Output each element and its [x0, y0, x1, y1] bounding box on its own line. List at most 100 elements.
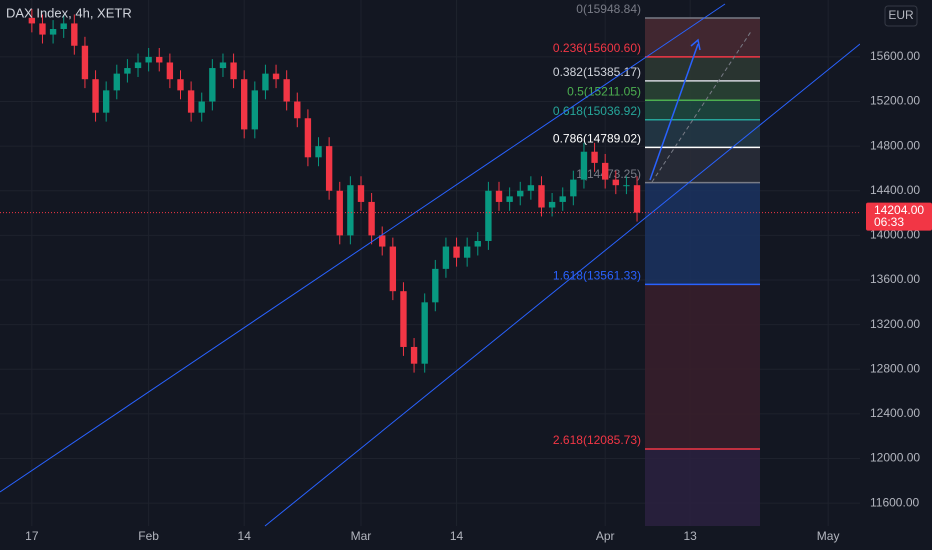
- candle-body: [357, 185, 365, 202]
- fib-band: [645, 80, 760, 101]
- candle-body: [187, 90, 195, 113]
- candle-body: [92, 79, 99, 113]
- candle-body: [453, 246, 460, 258]
- candle-body: [124, 68, 131, 74]
- candle-body: [71, 23, 78, 46]
- candle-body: [527, 185, 535, 191]
- candle-body: [262, 73, 269, 91]
- candle-body: [347, 185, 354, 236]
- candle-body: [177, 79, 184, 91]
- candle-body: [325, 146, 333, 191]
- fib-label: 0.236(15600.60): [553, 41, 641, 55]
- candle-body: [612, 179, 619, 186]
- fib-label: 0(15948.84): [576, 2, 641, 16]
- fib-band: [645, 56, 760, 81]
- fib-label: 0.786(14789.02): [553, 132, 641, 146]
- fib-band: [645, 182, 760, 285]
- fib-label: 0.5(15211.05): [567, 84, 641, 98]
- x-tick-label: Apr: [596, 529, 615, 543]
- candle-body: [495, 190, 503, 202]
- x-tick-label: 17: [25, 529, 39, 543]
- candle-body: [81, 45, 89, 80]
- candles: [28, 8, 641, 373]
- candle-body: [485, 190, 492, 241]
- candle-body: [432, 268, 439, 303]
- y-tick-label: 11600.00: [870, 495, 919, 509]
- candle-body: [442, 246, 450, 269]
- y-tick-label: 12800.00: [870, 361, 920, 375]
- y-tick-label: 14000.00: [870, 228, 920, 242]
- candle-body: [283, 79, 290, 102]
- candle-body: [400, 291, 407, 347]
- y-tick-label: 14800.00: [870, 138, 920, 152]
- candle-body: [602, 162, 609, 180]
- candle-body: [209, 68, 216, 102]
- candle-body: [49, 29, 57, 35]
- candle-body: [230, 62, 237, 80]
- last-price-tag: [866, 202, 932, 231]
- candle-body: [633, 185, 641, 213]
- trend-line: [264, 43, 861, 527]
- last-price: 14204.00: [874, 203, 924, 217]
- currency-badge[interactable]: [884, 5, 918, 27]
- x-tick-label: 14: [450, 529, 464, 543]
- candle-body: [166, 62, 174, 80]
- price-axis: EUR 15600.00 15200.00 14800.00 14400.00 1400…: [860, 0, 932, 550]
- candle-body: [517, 190, 524, 197]
- y-tick-label: 12400.00: [870, 406, 920, 420]
- candle-body: [145, 56, 152, 63]
- arrow-head: [690, 38, 701, 51]
- candle-body: [548, 201, 556, 208]
- candle-body: [506, 196, 513, 202]
- candle-body: [538, 185, 545, 208]
- fib-label: 0.618(15036.92): [553, 104, 641, 118]
- fib-label: 2.618(12085.73): [553, 433, 641, 447]
- trend-line: [0, 3, 726, 493]
- fib-band: [645, 119, 760, 148]
- fib-band: [645, 448, 760, 526]
- candle-body: [304, 118, 312, 158]
- x-tick-label: 13: [683, 529, 697, 543]
- candle-body: [251, 90, 258, 130]
- candle-body: [410, 346, 418, 364]
- candle-body: [272, 73, 280, 80]
- candle-body: [39, 23, 46, 35]
- candle-body: [60, 23, 67, 30]
- candle-body: [559, 196, 566, 202]
- candle-body: [389, 246, 397, 292]
- fib-band: [645, 100, 760, 120]
- x-tick-label: Mar: [351, 529, 372, 543]
- candle-body: [379, 235, 386, 247]
- candle-body: [102, 90, 110, 113]
- y-tick-label: 14400.00: [870, 183, 920, 197]
- candle-body: [580, 151, 588, 180]
- candle-body: [28, 17, 36, 24]
- chart-title: DAX Index, 4h, XETR: [6, 5, 132, 20]
- y-tick-label: 13200.00: [870, 317, 920, 331]
- fib-band: [645, 147, 760, 183]
- x-tick-label: May: [817, 529, 840, 543]
- fib-band: [645, 17, 760, 57]
- candle-body: [623, 185, 630, 187]
- dashed-projection: [651, 29, 753, 183]
- candle-body: [591, 151, 598, 163]
- candle-body: [219, 62, 227, 69]
- forecast-arrow: [649, 43, 699, 181]
- y-tick-label: 15600.00: [870, 49, 920, 63]
- x-tick-label: 14: [238, 529, 252, 543]
- candle-body: [421, 302, 428, 364]
- candle-body: [474, 240, 481, 247]
- candle-body: [198, 101, 205, 113]
- currency: EUR: [888, 8, 914, 22]
- candle-body: [134, 62, 142, 69]
- candle-body: [570, 179, 577, 197]
- drawings: [0, 3, 861, 527]
- candle-body: [368, 201, 375, 236]
- axis-background: [860, 0, 932, 550]
- candle-body: [294, 101, 301, 119]
- x-tick-label: Feb: [138, 529, 159, 543]
- y-tick-label: 12000.00: [870, 451, 920, 465]
